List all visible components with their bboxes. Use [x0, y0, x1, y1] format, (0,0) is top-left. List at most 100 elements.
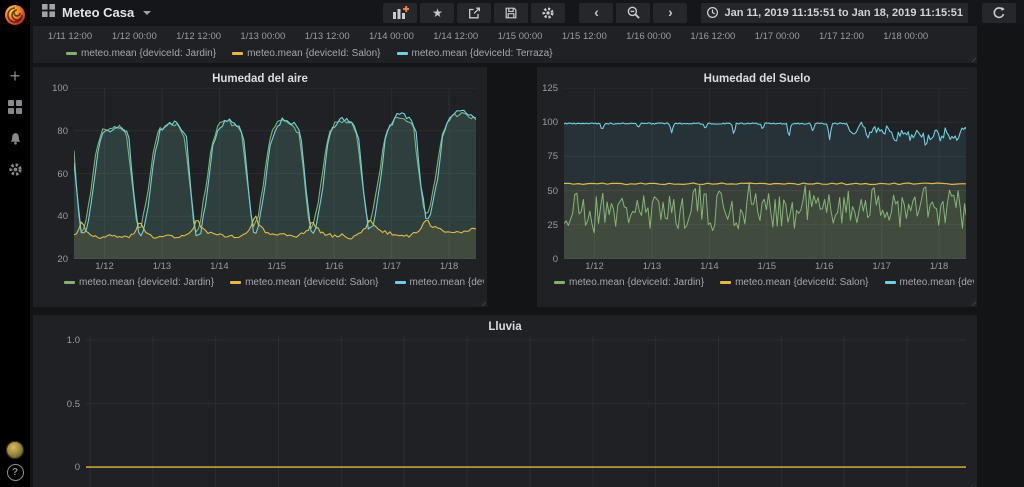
grafana-logo-icon[interactable] [0, 2, 30, 28]
legend-label: meteo.mean {deviceId: Jardin} [79, 277, 215, 288]
legend-swatch-icon [394, 281, 406, 284]
y-tick-label: 50 [547, 185, 558, 197]
x-tick-label: 1/14 12:00 [433, 31, 479, 42]
x-tick-label: 1/17 [872, 261, 891, 272]
legend-swatch-icon [396, 52, 408, 55]
legend-item[interactable]: meteo.mean {deviceId: Salon} [230, 277, 379, 288]
y-tick-label: 0.5 [66, 398, 80, 410]
legend-item[interactable]: meteo.mean {deviceId: Jardin} [554, 277, 704, 288]
legend-swatch-icon [720, 281, 732, 284]
legend-swatch-icon [884, 281, 896, 284]
legend-label: meteo.mean {deviceId: Jardin} [569, 277, 705, 288]
dashboard-grid-icon[interactable] [42, 3, 55, 22]
share-button[interactable] [457, 2, 492, 23]
dashboard-canvas: 1/11 12:00 1/12 00:00 1/12 12:00 1/13 00:00… [30, 25, 1024, 487]
y-tick-label: 0 [74, 462, 80, 474]
sidebar: + ? [0, 0, 30, 487]
legend-label: meteo.mean {deviceId: Terraza} [409, 277, 484, 288]
x-tick-label: 1/17 00:00 [754, 31, 800, 42]
air-humidity-plot[interactable] [74, 88, 476, 259]
x-tick-label: 1/13 00:00 [240, 31, 286, 42]
time-range-picker[interactable]: Jan 11, 2019 11:15:51 to Jan 18, 2019 11… [701, 2, 968, 23]
dashboards-icon[interactable] [0, 93, 30, 121]
panel-settings-gear-icon[interactable] [531, 2, 566, 23]
save-button[interactable] [494, 2, 529, 23]
x-axis: 1/12 1/13 1/14 1/15 1/16 1/17 1/18 [36, 259, 484, 274]
legend-label: meteo.mean {deviceId: Salon} [245, 277, 379, 288]
y-tick-label: 0 [552, 254, 558, 265]
top-nav: Meteo Casa ★ [30, 0, 1024, 25]
legend-item[interactable]: meteo.mean {deviceId: Salon} [720, 277, 869, 288]
star-button[interactable]: ★ [420, 2, 455, 23]
top-panel-x-axis: 1/11 12:00 1/12 00:00 1/12 12:00 1/13 00:00… [36, 29, 974, 45]
x-tick-label: 1/15 [267, 261, 287, 272]
legend-label: meteo.mean {deviceId: Salon} [247, 48, 381, 59]
y-tick-label: 75 [547, 151, 558, 163]
x-tick-label: 1/15 [757, 261, 777, 272]
legend-item[interactable]: meteo.mean {deviceId: Salon} [232, 48, 381, 59]
rain-plot[interactable] [86, 336, 966, 487]
x-tick-label: 1/13 [152, 261, 172, 272]
y-tick-label: 40 [57, 211, 68, 223]
user-avatar[interactable] [6, 441, 24, 459]
x-tick-label: 1/15 00:00 [497, 31, 543, 42]
y-tick-label: 25 [547, 219, 558, 231]
star-icon: ★ [432, 5, 443, 20]
create-icon[interactable]: + [9, 66, 21, 86]
x-tick-label: 1/18 00:00 [883, 31, 929, 42]
refresh-button[interactable] [982, 2, 1016, 23]
panel-title[interactable]: Humedad del aire [212, 73, 308, 85]
x-tick-label: 1/12 [585, 261, 604, 272]
x-tick-label: 1/14 [210, 261, 229, 272]
x-tick-label: 1/18 [439, 261, 459, 272]
time-range-label: Jan 11, 2019 11:15:51 to Jan 18, 2019 11… [724, 6, 963, 19]
panel-title[interactable]: Humedad del Suelo [703, 73, 811, 85]
x-tick-label: 1/16 12:00 [690, 31, 736, 42]
legend-item[interactable]: meteo.mean {deviceId: Terraza} [884, 277, 974, 288]
legend-item[interactable]: meteo.mean {deviceId: Jardin} [66, 48, 216, 59]
chevron-left-icon: ‹ [594, 3, 599, 20]
x-tick-label: 1/17 [382, 261, 401, 272]
y-axis: 1.0 0.5 0 [36, 335, 86, 487]
time-forward-button[interactable]: › [653, 2, 688, 23]
panel-top-cutoff: 1/11 12:00 1/12 00:00 1/12 12:00 1/13 00:00… [33, 26, 977, 63]
legend-item[interactable]: meteo.mean {deviceId: Jardin} [64, 277, 214, 288]
soil-humidity-plot[interactable] [564, 88, 966, 259]
x-tick-label: 1/13 [642, 261, 662, 272]
help-icon[interactable]: ? [6, 464, 24, 481]
legend-label: meteo.mean {deviceId: Salon} [735, 277, 869, 288]
zoom-out-button[interactable] [616, 2, 651, 23]
y-tick-label: 1.0 [66, 335, 80, 347]
legend-item[interactable]: meteo.mean {deviceId: Terraza} [394, 277, 484, 288]
add-panel-button[interactable] [383, 2, 418, 23]
x-tick-label: 1/12 12:00 [176, 31, 222, 42]
time-back-button[interactable]: ‹ [579, 2, 614, 23]
y-axis: 125 100 75 50 25 0 [540, 83, 564, 265]
legend-swatch-icon [230, 281, 242, 284]
x-tick-label: 1/16 [814, 261, 834, 272]
panel-title[interactable]: Lluvia [488, 321, 522, 333]
x-tick-label: 1/15 12:00 [561, 31, 607, 42]
panel-lluvia: Lluvia 1.0 0.5 0 [33, 315, 977, 487]
x-tick-label: 1/18 [929, 261, 949, 272]
x-tick-label: 1/13 12:00 [304, 31, 350, 42]
panel-legend: meteo.mean {deviceId: Jardin} meteo.mean … [540, 274, 974, 291]
settings-gear-icon[interactable] [0, 155, 30, 183]
dashboard-title[interactable]: Meteo Casa [62, 5, 135, 20]
y-tick-label: 125 [542, 83, 558, 94]
legend-item[interactable]: meteo.mean {deviceId: Terraza} [396, 48, 553, 59]
y-tick-label: 20 [57, 254, 68, 265]
legend-label: meteo.mean {deviceId: Terraza} [411, 48, 553, 59]
legend-swatch-icon [232, 52, 244, 55]
x-tick-label: 1/17 12:00 [818, 31, 864, 42]
alerting-bell-icon[interactable] [0, 124, 30, 152]
chevron-down-icon[interactable] [143, 10, 152, 15]
x-tick-label: 1/16 00:00 [626, 31, 672, 42]
x-tick-label: 1/14 00:00 [368, 31, 414, 42]
legend-swatch-icon [64, 281, 75, 284]
panel-humedad-del-suelo: Humedad del Suelo 125 100 75 50 25 0 1/12 1/13… [537, 67, 977, 307]
top-panel-legend: meteo.mean {deviceId: Jardin} meteo.mean … [36, 45, 974, 62]
y-tick-label: 100 [52, 83, 68, 94]
x-axis: 1/12 1/13 1/14 1/15 1/16 1/17 1/18 [540, 259, 974, 274]
